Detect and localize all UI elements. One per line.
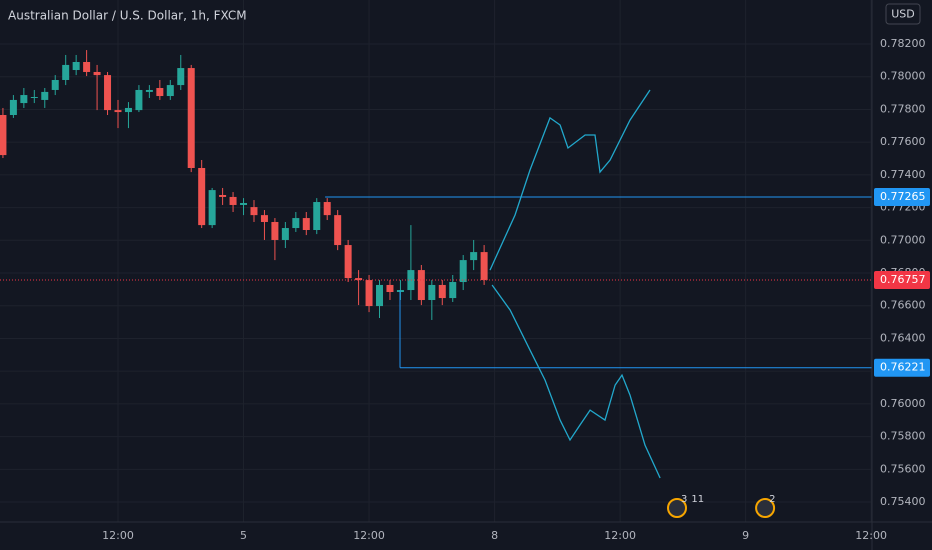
candle-body: [417, 270, 425, 301]
candle-body: [177, 68, 185, 86]
candle-body: [459, 260, 467, 283]
y-tick-label: 0.75400: [880, 495, 926, 508]
event-count-label: 2: [769, 494, 775, 505]
candle-body: [323, 202, 331, 216]
currency-label: USD: [891, 8, 915, 21]
candle-body: [449, 282, 457, 299]
candle-body: [208, 190, 216, 226]
candle-body: [20, 95, 28, 104]
candle-body: [51, 79, 59, 90]
candle-body: [480, 252, 488, 281]
candle-body: [229, 196, 237, 205]
candle-body: [198, 168, 206, 226]
level-price-label: 0.77265: [880, 190, 926, 203]
x-tick-label: 12:00: [604, 529, 636, 542]
y-tick-label: 0.76400: [880, 331, 926, 344]
x-tick-label: 5: [240, 529, 247, 542]
event-count-label: 3: [681, 494, 687, 505]
event-icon: [755, 498, 776, 518]
level-price-label: 0.76221: [880, 361, 926, 374]
candle-body: [219, 194, 227, 197]
candle-body: [428, 284, 436, 301]
x-tick-label: 9: [742, 529, 749, 542]
candle-body: [355, 278, 363, 281]
candle-body: [83, 61, 91, 72]
x-tick-label: 8: [491, 529, 498, 542]
last-price-label: 0.76757: [880, 273, 926, 286]
y-tick-label: 0.76600: [880, 299, 926, 312]
candle-body: [271, 221, 279, 240]
y-tick-label: 0.77400: [880, 168, 926, 181]
candle-body: [104, 75, 112, 111]
candle-body: [313, 202, 321, 231]
event-count: 2: [769, 494, 775, 505]
candle-body: [93, 71, 101, 76]
candle-body: [376, 284, 384, 307]
event-icon: [667, 498, 688, 518]
candle-body: [124, 107, 132, 113]
candle-body: [407, 270, 415, 291]
candle-body: [386, 284, 394, 292]
candle-body: [156, 88, 164, 97]
grid: [0, 0, 872, 522]
candle-body: [72, 61, 80, 71]
projection-path: [489, 89, 651, 271]
candle-body: [470, 252, 478, 261]
candle-body: [30, 97, 38, 99]
level-price-box: [874, 358, 930, 377]
candle-body: [365, 280, 373, 307]
candle-body: [166, 85, 174, 97]
y-tick-label: 0.77600: [880, 135, 926, 148]
currency-badge[interactable]: [885, 3, 921, 25]
y-tick-label: 0.78000: [880, 70, 926, 83]
candle-body: [62, 64, 70, 80]
event-count-label: 11: [691, 494, 704, 505]
x-tick-label: 12:00: [102, 529, 134, 542]
last-price-box: [874, 271, 930, 290]
candle-body: [334, 215, 342, 246]
x-tick-label: 12:00: [353, 529, 385, 542]
candle-body: [114, 110, 122, 113]
candle-body: [187, 68, 195, 169]
candle-body: [135, 89, 143, 111]
y-tick-label: 0.75600: [880, 462, 926, 475]
y-tick-label: 0.77000: [880, 233, 926, 246]
projection-path: [491, 284, 661, 479]
candle-body: [41, 91, 49, 100]
chart-title: Australian Dollar / U.S. Dollar, 1h, FXC…: [8, 9, 247, 23]
candle-body: [9, 99, 17, 116]
plot-area: 3 11 2: [0, 50, 872, 518]
candle-body: [0, 115, 7, 156]
y-tick-label: 0.76000: [880, 397, 926, 410]
candle-body: [250, 207, 258, 216]
candle-body: [302, 218, 310, 231]
candle-body: [344, 245, 352, 279]
y-tick-label: 0.78200: [880, 37, 926, 50]
candle-body: [145, 89, 153, 92]
candle-body: [292, 218, 300, 229]
y-tick-label: 0.77800: [880, 102, 926, 115]
event-count: 3 11: [681, 494, 704, 505]
candle-body: [260, 215, 268, 222]
candle-body: [438, 284, 446, 299]
x-tick-label: 12:00: [855, 529, 887, 542]
level-price-box: [874, 187, 930, 206]
candle-body: [240, 203, 248, 205]
y-tick-label: 0.75800: [880, 430, 926, 443]
candle-body: [281, 228, 289, 240]
